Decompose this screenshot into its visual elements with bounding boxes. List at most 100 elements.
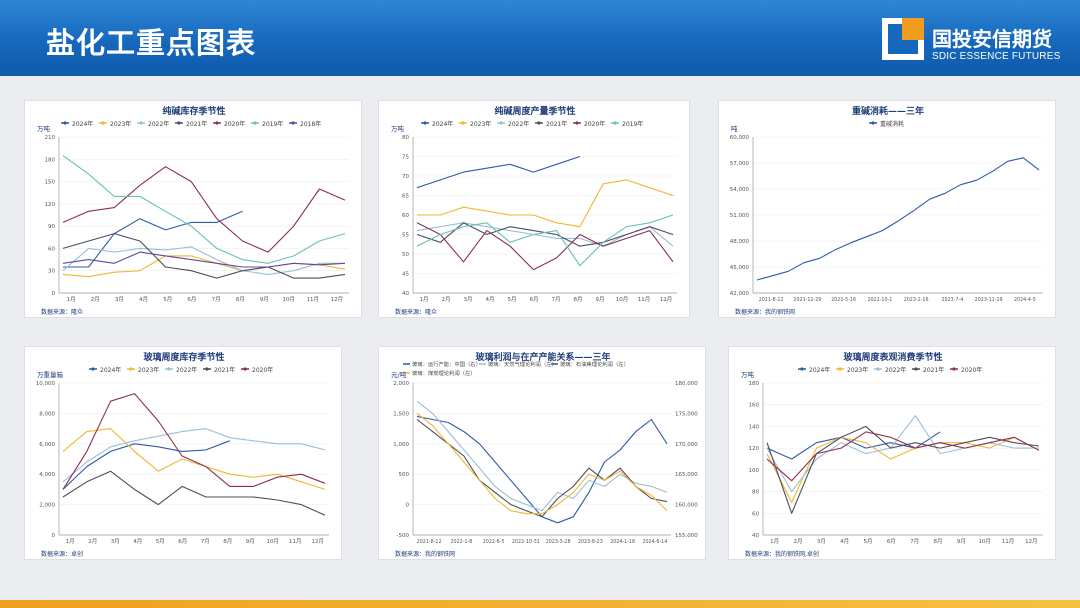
legend-item: 玻璃：煤炭理论利润（左） [412,369,476,377]
x-tick-label: 2023-11-19 [975,297,1003,303]
x-tick-label: 3月 [464,296,473,303]
series-line [416,214,674,267]
series-line [417,179,674,228]
legend-item: 2024年 [809,366,830,374]
chart-svg-2: 纯碱周度产量季节性 2024年 2023年 2022年 2021年 2020年 2019年万… [391,105,677,316]
legend-marker [914,367,918,371]
legend-marker [139,121,143,125]
x-tick-label: 8月 [574,296,583,303]
page-title: 盐化工重点图表 [46,26,257,60]
y-tick-label: 210 [45,135,56,141]
legend-item: 2022年 [176,366,197,374]
x-tick-label: 2023-3-28 [546,539,571,545]
x-tick-label: 2月 [88,538,97,545]
series-line [766,425,1040,514]
y-tick-label: 180 [45,157,56,163]
y-tick-label: 0 [406,503,410,509]
series-line [416,155,581,189]
x-tick-label: 7月 [552,296,561,303]
y-tick-label: 0 [52,291,56,297]
legend-marker [575,121,579,125]
legend-marker [800,367,804,371]
y2-tick-label: 155,000 [675,533,698,539]
x-tick-label: 2023-8-23 [578,539,603,545]
y-tick-label: 60 [48,246,55,252]
x-tick-label: 11月 [638,296,651,303]
y-tick-label: 75 [402,155,409,161]
legend-item: 2020年 [961,366,982,374]
legend-marker [177,121,181,125]
y-tick-label: 150 [45,180,56,186]
chart-title: 重碱消耗——三年 [852,105,924,117]
x-tick-label: 10月 [267,538,280,545]
x-tick-label: 6月 [187,296,196,303]
chart-title: 纯碱周度产量季节性 [494,105,575,117]
y-tick-label: 6,000 [39,442,55,448]
y-unit-label: 万吨 [37,124,51,133]
x-tick-label: 3月 [817,538,826,545]
legend-item: 2023年 [470,120,491,128]
legend-marker [423,121,427,125]
legend-item: 2022年 [885,366,906,374]
series-line [62,428,326,490]
legend-item: 2024年 [72,120,93,128]
x-tick-label: 2022-10-31 [512,539,540,545]
series-line [416,222,674,271]
x-tick-label: 3月 [115,296,124,303]
chart-panel-4: 玻璃周度库存季节性 2024年 2023年 2022年 2021年 2020年 万重量箱 0 2… [24,346,342,560]
series-line [756,157,1040,281]
legend-item: 2023年 [847,366,868,374]
y-tick-label: 54,000 [730,187,750,193]
data-source: 数据来源：我的钢铁网 [735,308,795,316]
legend-item: 2022年 [148,120,169,128]
x-tick-label: 10月 [282,296,295,303]
y-tick-label: 180 [749,381,760,387]
legend-marker [63,121,67,125]
logo-mark-icon [882,18,924,60]
y2-tick-label: 160,000 [675,503,698,509]
data-source: 数据来源：我的钢铁网,卓创 [745,550,819,558]
x-tick-label: 2022-1-8 [450,539,472,545]
x-tick-label: 9月 [957,538,966,545]
x-tick-label: 8月 [934,538,943,545]
legend-marker [838,367,842,371]
x-tick-label: 5月 [163,296,172,303]
legend-marker [101,121,105,125]
x-tick-label: 11月 [1002,538,1015,545]
series-line [62,255,346,278]
y-tick-label: 4,000 [39,472,55,478]
legend-marker [129,367,133,371]
data-source: 数据来源：卓创 [41,550,83,558]
x-tick-label: 2月 [794,538,803,545]
series-line [62,166,346,253]
chart-panel-5: 玻璃利润与在产产能关系——三年 玻璃：运行产能：中国（右） 玻璃：天然气理论利润（左… [378,346,706,560]
header-bar: 盐化工重点图表 国投安信期货 SDIC ESSENCE FUTURES [0,0,1080,76]
y-tick-label: 160 [749,403,760,409]
x-tick-label: 2月 [442,296,451,303]
data-source: 数据来源：隆众 [395,308,437,316]
x-tick-label: 8月 [236,296,245,303]
legend-item: 2024年 [100,366,121,374]
legend-marker [167,367,171,371]
logo-text-en: SDIC ESSENCE FUTURES [932,51,1061,62]
legend-item: 2021年 [923,366,944,374]
legend-item: 2021年 [214,366,235,374]
x-tick-label: 2023-7-4 [941,297,963,303]
x-tick-label: 2月 [91,296,100,303]
legend-item: 2019年 [622,120,643,128]
y-tick-label: 45,000 [730,265,750,271]
y-tick-label: 140 [749,424,760,430]
legend-item: 2020年 [224,120,245,128]
y-tick-label: 60,000 [730,135,750,141]
x-tick-label: 2021-12-29 [793,297,821,303]
x-tick-label: 2022-10-1 [867,297,892,303]
chart-svg-1: 纯碱库存季节性 2024年 2023年 2022年 2021年 2020年 2019年 201… [37,105,349,316]
x-tick-label: 3月 [111,538,120,545]
x-tick-label: 7月 [212,296,221,303]
series-line [766,436,1040,503]
series-line [62,470,326,516]
y-tick-label: 60 [752,511,759,517]
series-line [766,431,941,460]
x-tick-label: 6月 [530,296,539,303]
